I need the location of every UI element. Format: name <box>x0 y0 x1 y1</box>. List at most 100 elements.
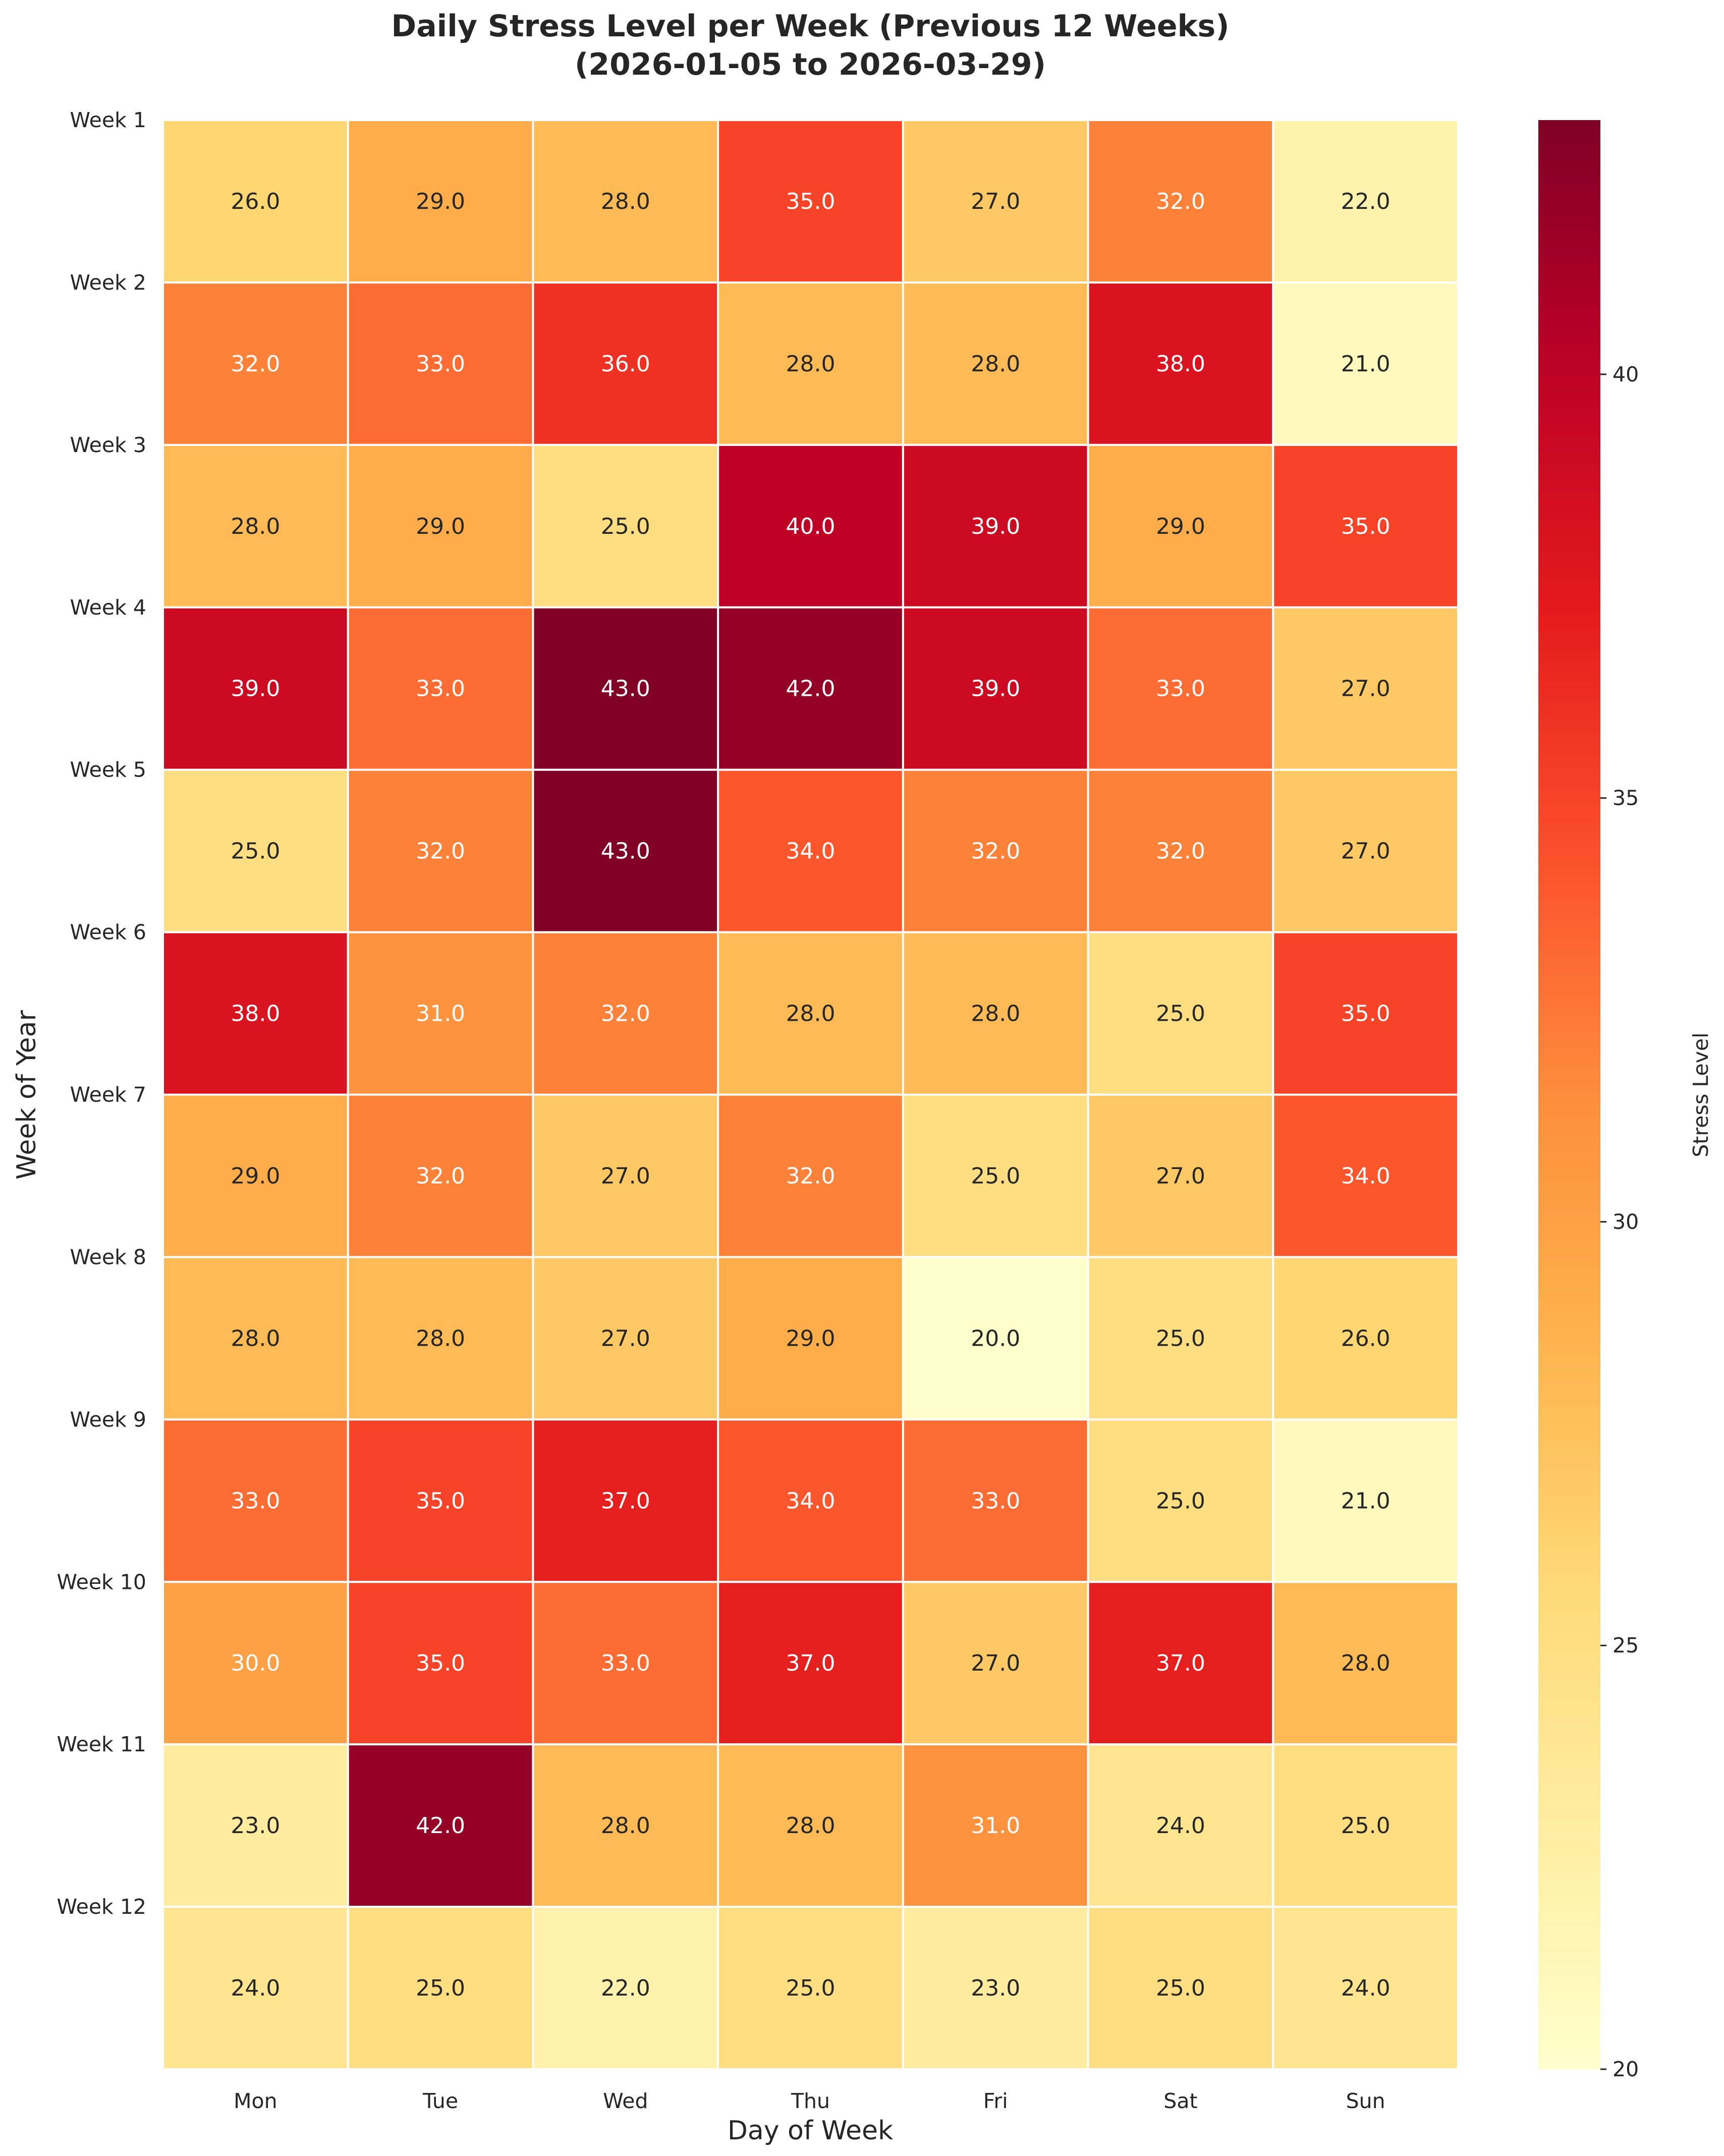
heatmap-cell <box>1272 768 1459 933</box>
heatmap-cell <box>902 1906 1089 2070</box>
heatmap-cell <box>532 1581 719 1746</box>
heatmap-cell <box>717 444 904 609</box>
heatmap-cell <box>1272 1906 1459 2070</box>
y-tick-label: Week 3 <box>70 433 146 457</box>
heatmap-cell <box>902 444 1089 609</box>
cell-value-label: 38.0 <box>1156 351 1205 377</box>
cell-value-label: 29.0 <box>786 1325 836 1351</box>
cell-value-label: 33.0 <box>416 676 465 702</box>
x-tick-label: Fri <box>983 2089 1008 2113</box>
cell-value-label: 28.0 <box>971 1001 1020 1027</box>
heatmap-cell <box>162 1256 349 1421</box>
cell-value-label: 22.0 <box>601 1975 650 2001</box>
y-tick-label: Week 11 <box>57 1732 146 1756</box>
cell-value-label: 33.0 <box>601 1650 650 1676</box>
x-tick-label: Sun <box>1346 2089 1385 2113</box>
heatmap-cell <box>1087 1581 1274 1746</box>
heatmap-cell <box>1272 444 1459 609</box>
cell-value-label: 35.0 <box>416 1488 465 1514</box>
cell-value-label: 25.0 <box>971 1163 1020 1189</box>
heatmap-cell <box>162 281 349 446</box>
cell-value-label: 42.0 <box>416 1813 465 1839</box>
heatmap-cell <box>162 1418 349 1583</box>
cell-value-label: 35.0 <box>1341 1001 1391 1027</box>
cell-value-label: 38.0 <box>231 1001 280 1027</box>
heatmap-cell <box>717 119 904 284</box>
cell-value-label: 26.0 <box>231 189 280 214</box>
heatmap-cell <box>717 1256 904 1421</box>
heatmap-cell <box>902 119 1089 284</box>
cell-value-label: 26.0 <box>1341 1325 1391 1351</box>
heatmap-cell <box>532 444 719 609</box>
cell-value-label: 25.0 <box>601 514 650 539</box>
y-tick-label: Week 6 <box>70 920 146 945</box>
cell-value-label: 25.0 <box>1156 1001 1205 1027</box>
cell-value-label: 42.0 <box>786 676 836 702</box>
heatmap-cell <box>902 1418 1089 1583</box>
cell-value-label: 27.0 <box>601 1163 650 1189</box>
cell-value-label: 32.0 <box>601 1001 650 1027</box>
cell-value-label: 24.0 <box>1341 1975 1391 2001</box>
cell-value-label: 25.0 <box>1156 1325 1205 1351</box>
cell-value-label: 32.0 <box>971 839 1020 864</box>
heatmap-cell <box>717 1581 904 1746</box>
heatmap-cell <box>1272 281 1459 446</box>
cell-value-label: 28.0 <box>786 1001 836 1027</box>
heatmap-cell <box>717 1743 904 1908</box>
y-tick-label: Week 7 <box>70 1083 146 1107</box>
y-tick-label: Week 12 <box>57 1895 146 1919</box>
y-tick-label: Week 8 <box>70 1245 146 1269</box>
cell-value-label: 25.0 <box>1341 1813 1391 1839</box>
x-tick-label: Thu <box>791 2089 830 2113</box>
chart-title: Daily Stress Level per Week (Previous 12… <box>391 9 1229 44</box>
cell-value-label: 43.0 <box>601 676 650 702</box>
heatmap-cell <box>347 606 534 771</box>
cell-value-label: 37.0 <box>601 1488 650 1514</box>
cell-value-label: 27.0 <box>971 1650 1020 1676</box>
y-axis-label: Week of Year <box>12 1010 42 1180</box>
cell-value-label: 32.0 <box>786 1163 836 1189</box>
cell-value-label: 35.0 <box>786 189 836 214</box>
heatmap-cell <box>1272 1743 1459 1908</box>
heatmap-cell <box>162 119 349 284</box>
heatmap-cell <box>532 931 719 1096</box>
x-tick-labels: Mon Tue Wed Thu Fri Sat Sun <box>234 2089 1385 2113</box>
cell-value-label: 27.0 <box>601 1325 650 1351</box>
heatmap-cell <box>162 1906 349 2070</box>
heatmap-cell <box>532 768 719 933</box>
cell-value-label: 28.0 <box>786 1813 836 1839</box>
cell-value-label: 32.0 <box>416 1163 465 1189</box>
cell-value-label: 43.0 <box>601 839 650 864</box>
heatmap-cell <box>1087 281 1274 446</box>
colorbar-label: Stress Level <box>1689 1032 1713 1157</box>
heatmap-cell <box>347 931 534 1096</box>
heatmap-cell <box>902 1093 1089 1258</box>
cell-value-label: 35.0 <box>416 1650 465 1676</box>
colorbar-tick-label: 20 <box>1612 2057 1639 2081</box>
cell-value-label: 32.0 <box>1156 839 1205 864</box>
cell-value-label: 28.0 <box>971 351 1020 377</box>
heatmap-cell <box>1087 119 1274 284</box>
heatmap-cell <box>1087 1256 1274 1421</box>
heatmap-cell <box>717 1093 904 1258</box>
cell-value-label: 27.0 <box>1341 676 1391 702</box>
cell-value-label: 31.0 <box>971 1813 1020 1839</box>
heatmap-cell <box>532 1093 719 1258</box>
cell-value-label: 24.0 <box>1156 1813 1205 1839</box>
cell-value-label: 22.0 <box>1341 189 1391 214</box>
cell-value-label: 25.0 <box>231 839 280 864</box>
cell-value-label: 29.0 <box>1156 514 1205 539</box>
cell-value-label: 28.0 <box>231 1325 280 1351</box>
cell-value-label: 20.0 <box>971 1325 1020 1351</box>
cell-value-label: 27.0 <box>1156 1163 1205 1189</box>
cell-value-label: 32.0 <box>1156 189 1205 214</box>
cell-value-label: 33.0 <box>416 351 465 377</box>
heatmap-cell <box>902 1581 1089 1746</box>
cell-value-label: 34.0 <box>1341 1163 1391 1189</box>
colorbar-tick-label: 35 <box>1612 786 1639 810</box>
heatmap-cell <box>532 1418 719 1583</box>
heatmap-cell <box>162 1581 349 1746</box>
cell-value-label: 28.0 <box>416 1325 465 1351</box>
colorbar <box>1538 120 1600 2069</box>
heatmap-cell <box>1272 1093 1459 1258</box>
